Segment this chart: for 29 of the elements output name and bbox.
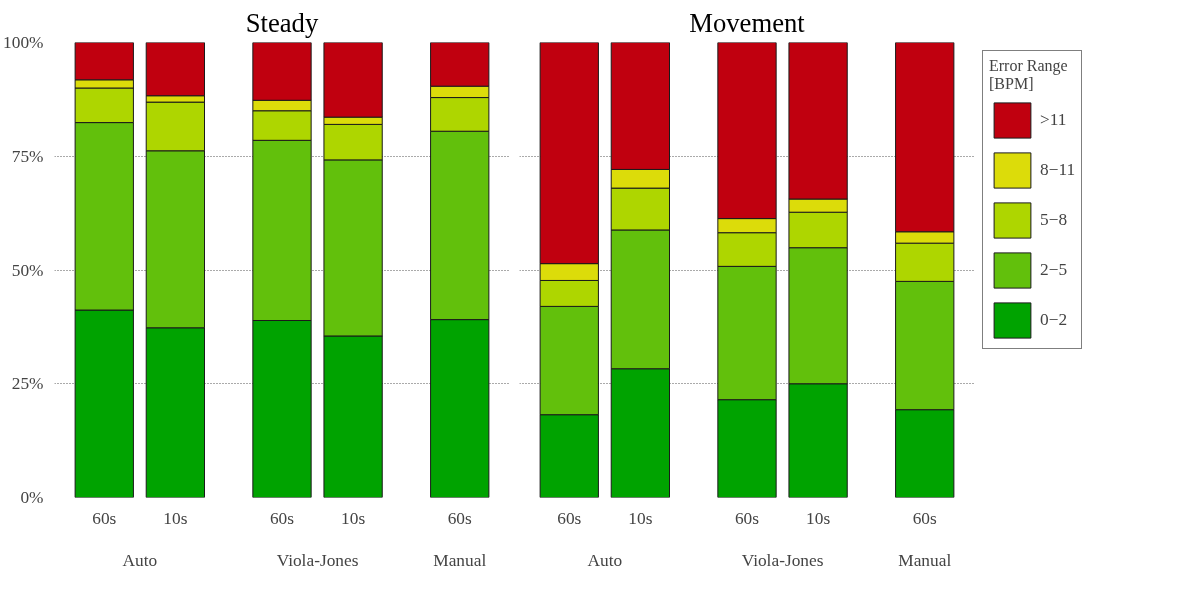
text: Manual — [898, 550, 952, 570]
text: Viola-Jones — [741, 550, 824, 570]
legend-label: 2−5 — [1040, 259, 1068, 281]
legend-label: 0−2 — [1040, 309, 1068, 331]
x-tick-label: 60s — [734, 508, 760, 528]
x-tick-label: 10s — [806, 508, 831, 528]
y-tick-label: 0% — [20, 488, 44, 507]
x-tick-label: 60s — [447, 508, 473, 528]
legend-label: 5−8 — [1040, 209, 1068, 231]
legend-title: Error Range [BPM] — [989, 57, 1069, 93]
x-tick-label: 10s — [163, 508, 188, 528]
legend-label: 8−11 — [1040, 159, 1076, 181]
text: Manual — [433, 550, 487, 570]
x-tick-label: 60s — [912, 508, 938, 528]
x-tick-label: 10s — [628, 508, 653, 528]
text: Viola-Jones — [276, 550, 359, 570]
y-tick-label: 50% — [11, 260, 44, 280]
text: Auto — [587, 550, 623, 570]
legend-label: >11 — [1040, 109, 1067, 131]
chart-title: Movement — [689, 7, 806, 38]
chart-title: Steady — [245, 7, 319, 38]
x-tick-label: 60s — [557, 508, 582, 528]
x-tick-label: 10s — [341, 508, 366, 528]
y-tick-label: 25% — [11, 374, 44, 394]
x-tick-label: 60s — [92, 508, 117, 528]
y-tick-label: 75% — [11, 146, 44, 166]
y-tick-label: 100% — [3, 33, 44, 52]
text: Auto — [122, 550, 158, 570]
x-tick-label: 60s — [269, 508, 295, 528]
